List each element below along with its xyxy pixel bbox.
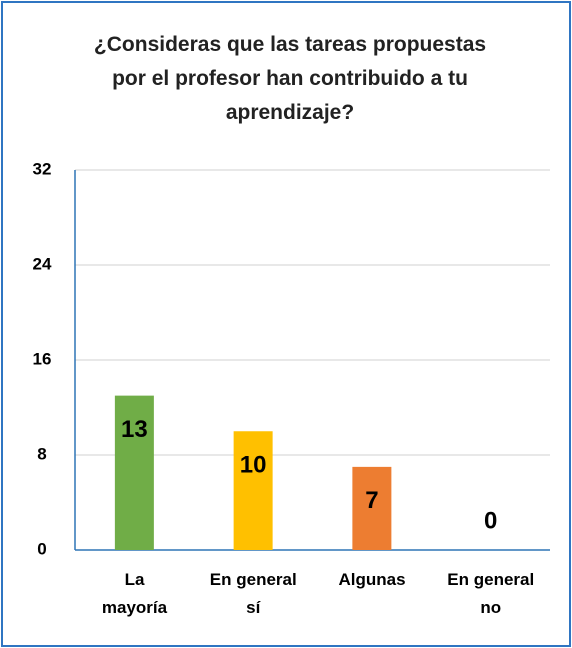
y-tick-label: 8	[37, 444, 46, 463]
bar	[352, 466, 392, 550]
y-tick-label: 16	[33, 349, 52, 368]
y-tick-label: 0	[37, 539, 46, 558]
y-tick-label: 24	[33, 254, 52, 273]
data-label: 10	[240, 452, 267, 479]
x-tick-label: Algunas	[338, 570, 406, 589]
y-tick-label: 32	[33, 159, 52, 178]
data-label: 7	[365, 487, 378, 514]
bar	[114, 395, 154, 550]
x-tick-label: En general sí	[209, 570, 297, 617]
chart-title: ¿Consideras que las tareas propuestas po…	[93, 33, 487, 124]
data-label: 0	[484, 507, 497, 534]
data-label: 13	[121, 416, 148, 443]
bar	[233, 431, 273, 550]
x-tick-label: En general no	[447, 570, 535, 617]
x-tick-label: La mayoría	[101, 570, 168, 617]
